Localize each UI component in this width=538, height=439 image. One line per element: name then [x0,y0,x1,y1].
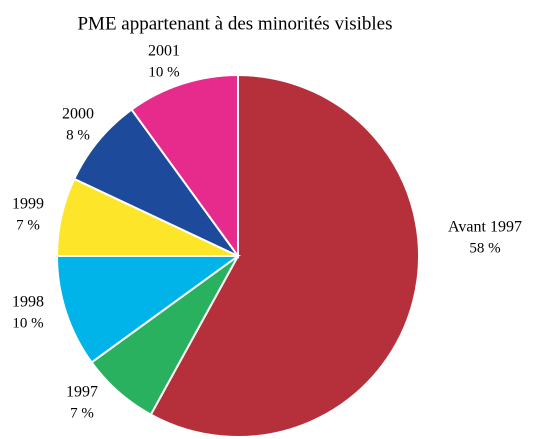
slice-value-label: 7 % [70,405,94,421]
slice-label: 1997 [66,384,98,401]
chart-title: PME appartenant à des minorités visibles [77,13,392,34]
pie-slice [130,73,239,260]
slice-label: 1999 [12,196,44,213]
slice-label: Avant 1997 [448,219,522,236]
slice-value-label: 8 % [66,127,90,143]
slice-label: 2000 [62,106,94,123]
pie-slice [55,255,242,364]
slice-value-label: 58 % [469,240,500,256]
pie-slice [149,73,420,438]
slice-value-label: 10 % [12,315,43,331]
slice-label: 2001 [148,43,180,60]
slice-value-label: 7 % [16,217,40,233]
pie-slice [72,108,239,257]
slice-value-label: 10 % [148,64,179,80]
slice-label: 1998 [12,294,44,311]
